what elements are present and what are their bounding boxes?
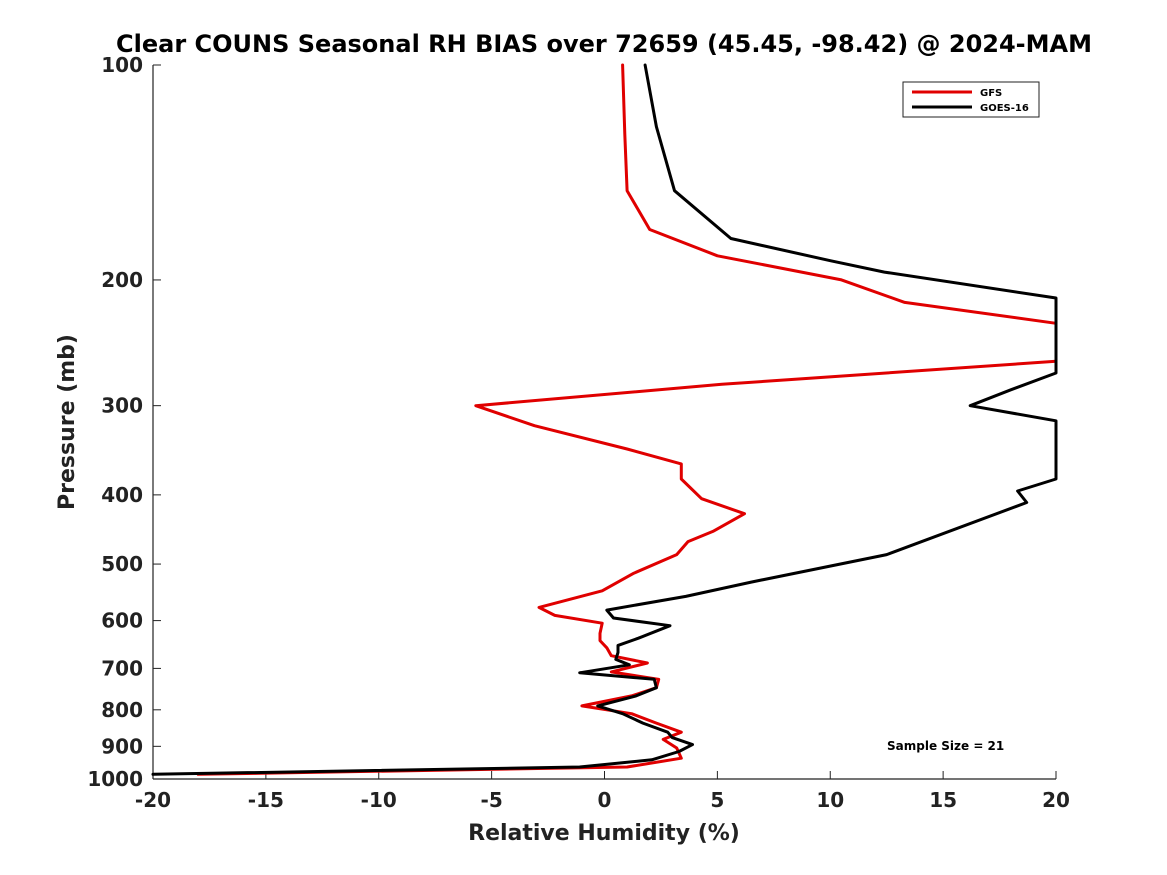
legend-box <box>902 81 1040 118</box>
x-tick-label: 20 <box>1042 788 1070 812</box>
x-tick-label: -15 <box>248 788 284 812</box>
y-tick-label: 200 <box>101 268 143 292</box>
y-tick-label: 1000 <box>87 767 143 791</box>
y-tick-label: 500 <box>101 552 143 576</box>
x-tick-label: 5 <box>710 788 724 812</box>
x-tick-label: 0 <box>598 788 612 812</box>
y-tick-label: 600 <box>101 609 143 633</box>
x-axis-label: Relative Humidity (%) <box>468 821 740 846</box>
series-line-goes-16 <box>151 63 1058 776</box>
y-tick-label: 900 <box>101 734 143 758</box>
x-tick-label: 15 <box>929 788 957 812</box>
series-layer <box>151 63 1058 776</box>
legend: GFS GOES-16 <box>902 81 1040 118</box>
series-line-gfs <box>196 63 1058 776</box>
y-tick-label: 400 <box>101 483 143 507</box>
x-tick-label: 10 <box>816 788 844 812</box>
sample-size-annotation: Sample Size = 21 <box>887 739 1004 753</box>
y-tick-label: 300 <box>101 394 143 418</box>
y-tick-label: 700 <box>101 656 143 680</box>
legend-label-goes16: GOES-16 <box>980 103 1029 114</box>
y-tick-label: 100 <box>101 53 143 77</box>
y-axis-label: Pressure (mb) <box>55 334 80 510</box>
legend-label-gfs: GFS <box>980 88 1002 99</box>
x-tick-label: -5 <box>481 788 503 812</box>
x-tick-label: -10 <box>361 788 397 812</box>
y-ticks: 100 200 300 400 500 600 700 800 900 1000 <box>87 53 161 791</box>
plot-frame <box>152 65 1056 780</box>
x-tick-label: -20 <box>135 788 171 812</box>
chart-title: Clear COUNS Seasonal RH BIAS over 72659 … <box>116 30 1092 58</box>
x-ticks: -20 -15 -10 -5 0 5 10 15 20 <box>135 771 1070 812</box>
y-tick-label: 800 <box>101 698 143 722</box>
